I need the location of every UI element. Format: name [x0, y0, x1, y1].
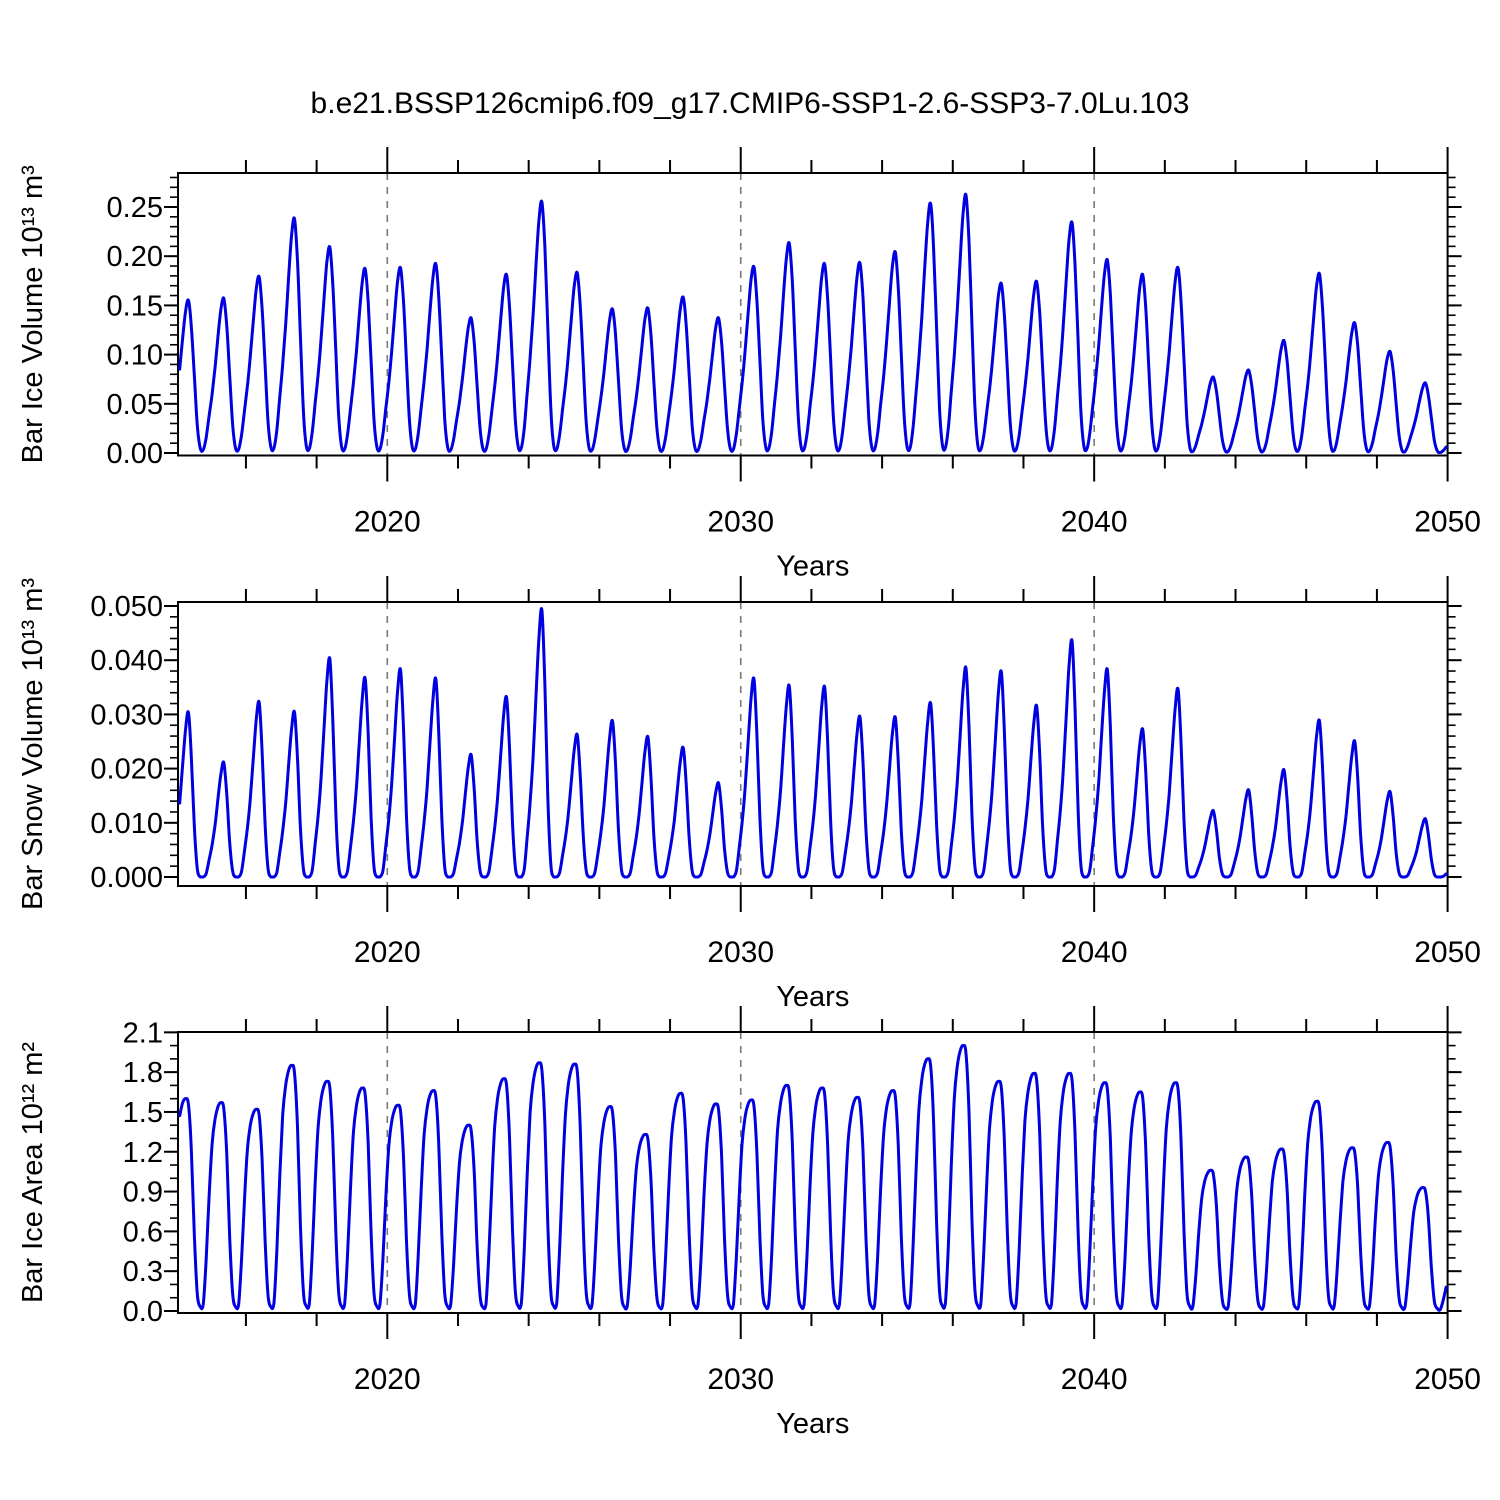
- x-tick-label: 2020: [354, 1363, 421, 1396]
- y-tick-label: 0.010: [90, 808, 163, 840]
- y-tick-label: 0.6: [123, 1216, 163, 1248]
- x-tick-label: 2040: [1061, 936, 1128, 969]
- snow-volume-curve: [178, 607, 1448, 879]
- ice-volume-curve: [178, 192, 1448, 455]
- y-axis-title: Bar Ice Volume 10¹³ m³: [17, 165, 49, 463]
- y-tick-label: 0.050: [90, 591, 163, 623]
- x-tick-label: 2020: [354, 506, 421, 539]
- y-tick-label: 0.020: [90, 754, 163, 786]
- y-tick-label: 2.1: [123, 1017, 163, 1049]
- y-tick-label: 0.00: [107, 438, 163, 470]
- x-tick-label: 2050: [1414, 506, 1481, 539]
- y-tick-label: 0.25: [107, 192, 163, 224]
- x-tick-label: 2050: [1414, 1363, 1481, 1396]
- panel-ice-area: 0.0 0.3 0.6 0.9 1.2 1.5 1.8 2.1 2020 2030 2040 2050…: [17, 1006, 1481, 1440]
- y-tick-label: 1.2: [123, 1137, 163, 1169]
- x-tick-label: 2030: [707, 936, 774, 969]
- y-axis-title: Bar Ice Area 10¹² m²: [17, 1042, 49, 1303]
- plot-frame: [177, 601, 1449, 887]
- y-tick-label: 0.9: [123, 1177, 163, 1209]
- y-tick-label: 1.8: [123, 1057, 163, 1089]
- x-axis-title: Years: [776, 981, 849, 1013]
- y-tick-label: 0.20: [107, 241, 163, 273]
- x-tick-label: 2040: [1061, 1363, 1128, 1396]
- plot-frame: [177, 1031, 1449, 1314]
- x-tick-label: 2040: [1061, 506, 1128, 539]
- y-tick-label: 0.10: [107, 340, 163, 372]
- x-tick-label: 2050: [1414, 936, 1481, 969]
- y-tick-label: 0.040: [90, 645, 163, 677]
- y-tick-label: 0.3: [123, 1256, 163, 1288]
- panel-snow-volume: 0.000 0.010 0.020 0.030 0.040 0.050 2020 2030 20…: [17, 576, 1481, 1013]
- y-tick-label: 0.030: [90, 699, 163, 731]
- y-tick-label: 1.5: [123, 1097, 163, 1129]
- ice-area-curve: [178, 1043, 1448, 1312]
- y-tick-label: 0.15: [107, 290, 163, 322]
- y-tick-label: 0.000: [90, 862, 163, 894]
- x-axis-title: Years: [776, 551, 849, 583]
- x-tick-label: 2020: [354, 936, 421, 969]
- y-axis-title: Bar Snow Volume 10¹³ m³: [17, 578, 49, 910]
- x-tick-label: 2030: [707, 506, 774, 539]
- y-tick-label: 0.05: [107, 389, 163, 421]
- x-axis-title: Years: [776, 1408, 849, 1440]
- panel-ice-volume: 0.00 0.05 0.10 0.15 0.20 0.25 2020 2030 2040 2050…: [17, 147, 1481, 583]
- y-tick-label: 0.0: [123, 1296, 163, 1328]
- x-tick-label: 2030: [707, 1363, 774, 1396]
- plot-frame: [177, 172, 1449, 457]
- figure-title: b.e21.BSSP126cmip6.f09_g17.CMIP6-SSP1-2.…: [311, 87, 1190, 120]
